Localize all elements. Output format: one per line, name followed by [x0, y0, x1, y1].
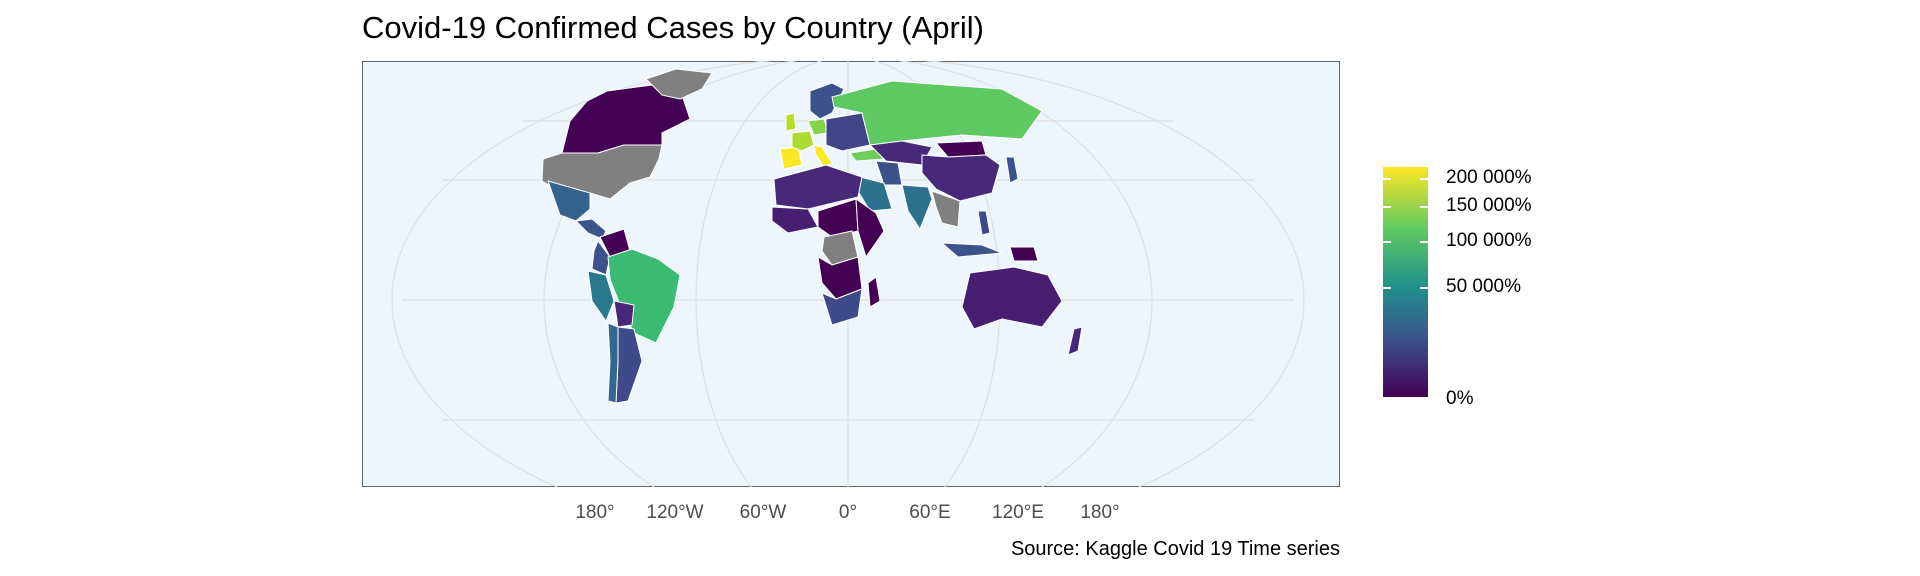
region-spain: [779, 146, 803, 170]
legend-tick: [1383, 287, 1391, 289]
region-southeast-asia: [931, 190, 961, 228]
legend-tick: [1383, 206, 1391, 208]
legend-tick: [1383, 241, 1391, 243]
region-japan: [1005, 156, 1019, 184]
region-united-states: [541, 144, 663, 200]
x-tick-label: 180°: [1080, 502, 1120, 523]
x-tick-label: 60°W: [739, 502, 787, 523]
legend-label: 200 000%: [1446, 167, 1532, 188]
legend-tick: [1420, 206, 1428, 208]
region-brazil: [607, 248, 681, 344]
region-chile: [607, 322, 619, 404]
legend-tick: [1420, 287, 1428, 289]
region-indonesia: [941, 242, 1003, 258]
region-east-africa: [855, 198, 885, 258]
region-bolivia: [613, 300, 635, 328]
chart-title: Covid-19 Confirmed Cases by Country (Apr…: [362, 10, 984, 45]
legend-label: 0%: [1446, 388, 1474, 409]
region-central-america: [575, 218, 607, 240]
region-russia: [831, 80, 1043, 146]
region-philippines: [977, 210, 991, 236]
region-madagascar: [867, 276, 881, 308]
legend-label: 50 000%: [1446, 276, 1522, 297]
source-caption: Source: Kaggle Covid 19 Time series: [1010, 538, 1340, 560]
region-united-kingdom: [785, 112, 797, 132]
x-tick-label: 120°W: [646, 502, 704, 523]
x-tick-label: 120°E: [992, 502, 1044, 523]
region-north-africa: [773, 164, 863, 210]
region-italy: [813, 144, 833, 168]
legend-tick: [1420, 178, 1428, 180]
region-france: [791, 130, 815, 152]
region-peru: [587, 270, 615, 322]
region-papua-new-guinea: [1009, 246, 1039, 262]
region-australia: [961, 266, 1063, 330]
countries: [541, 68, 1083, 404]
region-eastern-europe: [825, 112, 871, 152]
x-tick-label: 60°E: [909, 502, 951, 523]
map-panel: [362, 61, 1340, 487]
region-scandinavia: [809, 82, 845, 120]
x-tick-label: 180°: [575, 502, 615, 523]
region-india: [901, 184, 933, 230]
legend-label: 150 000%: [1446, 195, 1532, 216]
legend-tick: [1383, 178, 1391, 180]
legend-tick: [1420, 241, 1428, 243]
region-china: [921, 154, 1001, 202]
region-greenland: [645, 68, 713, 100]
region-south-africa: [821, 288, 863, 326]
region-west-africa: [771, 206, 819, 234]
legend-colorbar: [1383, 167, 1428, 397]
legend-label: 100 000%: [1446, 230, 1532, 251]
x-tick-label: 0°: [838, 502, 858, 523]
region-new-zealand: [1067, 326, 1083, 356]
region-mexico: [547, 180, 591, 222]
region-colombia: [591, 240, 611, 276]
